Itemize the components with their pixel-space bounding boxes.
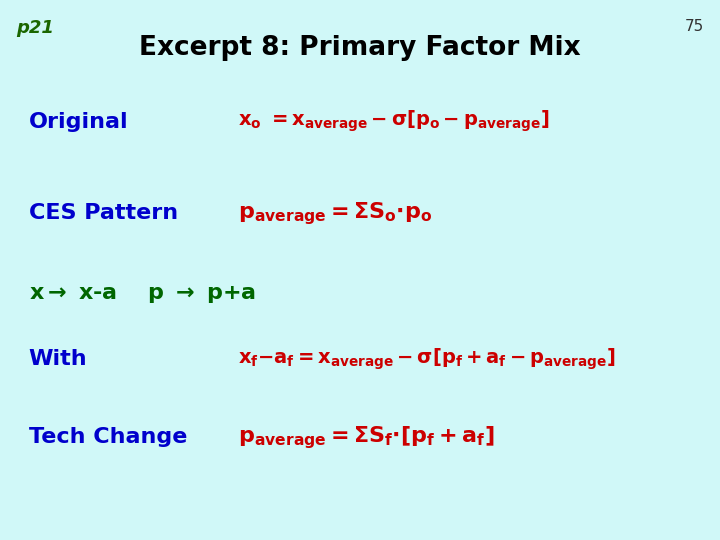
Text: With: With <box>29 349 87 369</box>
Text: 75: 75 <box>685 19 704 34</box>
Text: $\mathbf{p_{average} = \Sigma S_o{\cdot}p_o}$: $\mathbf{p_{average} = \Sigma S_o{\cdot}… <box>238 200 432 227</box>
Text: p21: p21 <box>16 19 54 37</box>
Text: Tech Change: Tech Change <box>29 427 187 448</box>
Text: Original: Original <box>29 111 128 132</box>
Text: CES Pattern: CES Pattern <box>29 203 178 224</box>
Text: $\mathbf{x_o}$ $\mathbf{= x_{average} - \sigma[p_o - p_{average}]}$: $\mathbf{x_o}$ $\mathbf{= x_{average} - … <box>238 109 549 134</box>
Text: Excerpt 8: Primary Factor Mix: Excerpt 8: Primary Factor Mix <box>139 35 581 61</box>
Text: $\mathbf{p_{average} = \Sigma S_f{\cdot}[p_f + a_f]}$: $\mathbf{p_{average} = \Sigma S_f{\cdot}… <box>238 424 494 451</box>
Text: $\mathbf{x{\rightarrow}}$ x-a    $\mathbf{p\ {\rightarrow}}$ p+a: $\mathbf{x{\rightarrow}}$ x-a $\mathbf{p… <box>29 284 256 305</box>
Text: $\mathbf{x_f}$$\mathbf{{-a_f = x_{average} - \sigma[p_f + a_f - p_{average}]}}$: $\mathbf{x_f}$$\mathbf{{-a_f = x_{averag… <box>238 346 616 372</box>
